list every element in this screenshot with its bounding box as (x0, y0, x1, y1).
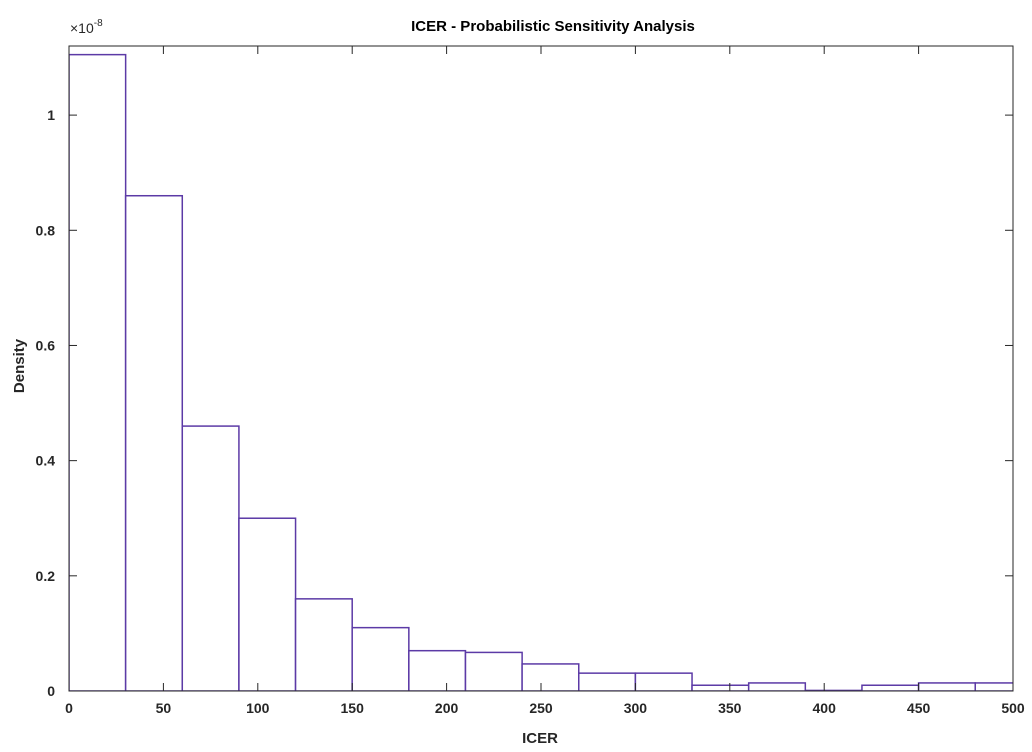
x-tick-label: 250 (529, 700, 553, 716)
y-axis-label: Density (11, 338, 28, 393)
y-tick-label: 0.6 (36, 337, 56, 353)
histogram-bar-3 (181, 425, 240, 691)
x-tick-label: 400 (813, 700, 837, 716)
bars-group (69, 53, 1013, 691)
histogram-bar-6 (351, 626, 410, 691)
x-tick-label: 0 (65, 700, 73, 716)
y-ticks-group: 0 0.2 0.4 0.6 0.8 1 (36, 107, 1013, 699)
x-tick-label: 300 (624, 700, 648, 716)
y-tick-label: 0 (47, 683, 55, 699)
histogram-bar-17 (974, 682, 1013, 691)
exponent-base: ×10 (70, 20, 94, 36)
y-tick-label: 0.4 (36, 453, 56, 469)
histogram-bar-2 (124, 194, 184, 691)
histogram-bar-4 (238, 517, 297, 691)
histogram-bar-9 (521, 663, 580, 691)
histogram-bar-5 (294, 598, 353, 691)
histogram-bar-10 (578, 672, 637, 691)
histogram-bar-13 (747, 682, 807, 691)
histogram-bar-16 (917, 682, 976, 691)
histogram-bar-15 (861, 684, 920, 691)
x-ticks-group: 0 50 100 150 200 250 300 350 400 450 500 (65, 46, 1025, 716)
histogram-bar-8 (464, 651, 523, 691)
x-tick-label: 150 (341, 700, 365, 716)
y-tick-label: 0.8 (36, 222, 56, 238)
x-tick-label: 500 (1001, 700, 1025, 716)
y-tick-label: 1 (47, 107, 55, 123)
x-tick-label: 450 (907, 700, 931, 716)
exponent-label: ×10-8 (70, 18, 103, 36)
x-tick-label: 200 (435, 700, 459, 716)
x-axis-label: ICER (522, 730, 558, 747)
histogram-bar-11 (634, 672, 693, 691)
chart-title: ICER - Probabilistic Sensitivity Analysi… (411, 18, 695, 35)
y-tick-label: 0.2 (36, 568, 56, 584)
plot-frame (68, 45, 1014, 692)
x-tick-label: 350 (718, 700, 742, 716)
x-tick-label: 100 (246, 700, 270, 716)
histogram-bar-1 (69, 53, 127, 691)
histogram-bar-7 (408, 649, 467, 691)
x-tick-label: 50 (156, 700, 172, 716)
histogram-bar-12 (691, 684, 750, 691)
exponent-power: -8 (94, 18, 103, 29)
